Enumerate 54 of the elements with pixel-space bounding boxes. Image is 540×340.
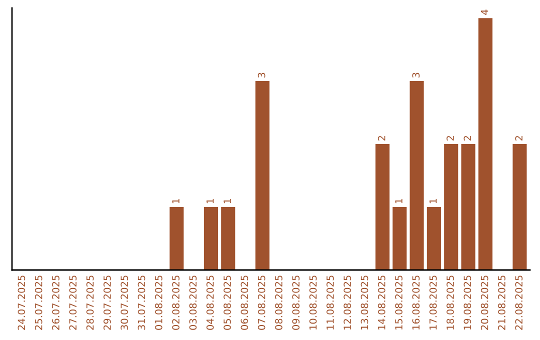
data-label: 3 <box>412 72 420 78</box>
data-label: 1 <box>172 198 180 204</box>
x-tick-label: 18.08.2025 <box>446 276 454 330</box>
data-label: 1 <box>430 198 437 204</box>
bar <box>410 81 424 270</box>
bar <box>512 144 527 270</box>
data-label: 4 <box>481 10 488 15</box>
x-tick-label: 28.07.2025 <box>86 276 94 330</box>
x-tick-label: 30.07.2025 <box>120 276 128 330</box>
bar <box>392 207 407 270</box>
bar <box>255 81 270 270</box>
x-tick-label: 31.07.2025 <box>138 276 146 330</box>
bar <box>204 207 218 270</box>
x-tick-label: 05.08.2025 <box>224 276 231 330</box>
bar <box>426 207 441 270</box>
x-tick-label: 11.08.2025 <box>326 276 334 330</box>
x-tick-label: 22.08.2025 <box>515 276 523 330</box>
x-tick-label: 14.08.2025 <box>378 276 386 330</box>
x-tick-label: 19.08.2025 <box>464 276 472 330</box>
bar <box>461 144 476 270</box>
data-label: 3 <box>258 72 266 78</box>
data-label: 2 <box>464 136 471 141</box>
x-tick-label: 12.08.2025 <box>344 276 352 330</box>
data-label: 1 <box>206 198 214 204</box>
x-tick-label: 15.08.2025 <box>395 276 402 330</box>
x-tick-label: 10.08.2025 <box>309 276 317 330</box>
x-tick-label: 21.08.2025 <box>498 276 506 330</box>
x-tick-label: 25.07.2025 <box>34 276 42 330</box>
x-tick-label: 20.08.2025 <box>480 276 488 330</box>
x-tick-label: 06.08.2025 <box>240 276 248 330</box>
x-tick-label: 03.08.2025 <box>189 276 197 330</box>
data-label: 2 <box>515 136 522 141</box>
data-label: 2 <box>378 136 386 141</box>
bar <box>221 207 236 270</box>
x-tick-label: 13.08.2025 <box>360 276 368 330</box>
x-tick-label: 24.07.2025 <box>18 276 26 330</box>
bar <box>170 207 184 270</box>
x-tick-label: 07.08.2025 <box>258 276 266 330</box>
bar <box>444 144 458 270</box>
x-tick-label: 16.08.2025 <box>412 276 420 330</box>
bar <box>375 144 390 270</box>
x-tick-label: 08.08.2025 <box>275 276 282 330</box>
data-label: 1 <box>395 198 402 204</box>
x-tick-label: 29.07.2025 <box>104 276 111 330</box>
x-tick-label: 04.08.2025 <box>206 276 214 330</box>
x-tick-label: 27.07.2025 <box>69 276 77 330</box>
data-label: 1 <box>224 198 231 204</box>
x-tick-label: 17.08.2025 <box>429 276 437 330</box>
x-tick-label: 02.08.2025 <box>172 276 180 330</box>
x-tick-label: 26.07.2025 <box>52 276 60 330</box>
bar <box>478 18 492 270</box>
x-tick-label: 01.08.2025 <box>154 276 162 330</box>
x-tick-label: 09.08.2025 <box>292 276 300 330</box>
data-label: 2 <box>446 136 454 141</box>
